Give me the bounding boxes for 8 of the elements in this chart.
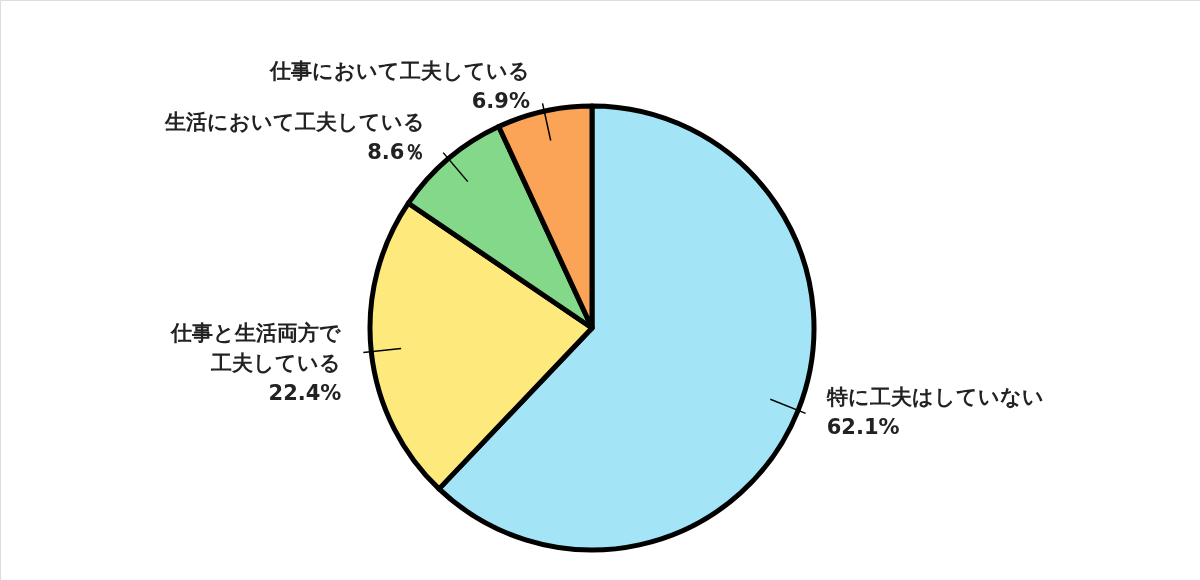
data-label: 22.4%: [268, 380, 342, 405]
slice-label: 仕事において工夫している: [268, 58, 530, 83]
data-label: 62.1%: [826, 414, 900, 439]
slice-label: 生活において工夫している: [164, 110, 426, 135]
slice-label: 特に工夫はしていない: [825, 384, 1044, 409]
slice-label: 仕事と生活両方で工夫している: [170, 320, 342, 375]
data-label: 8.6％: [367, 140, 426, 165]
data-label: 6.9%: [471, 88, 530, 113]
